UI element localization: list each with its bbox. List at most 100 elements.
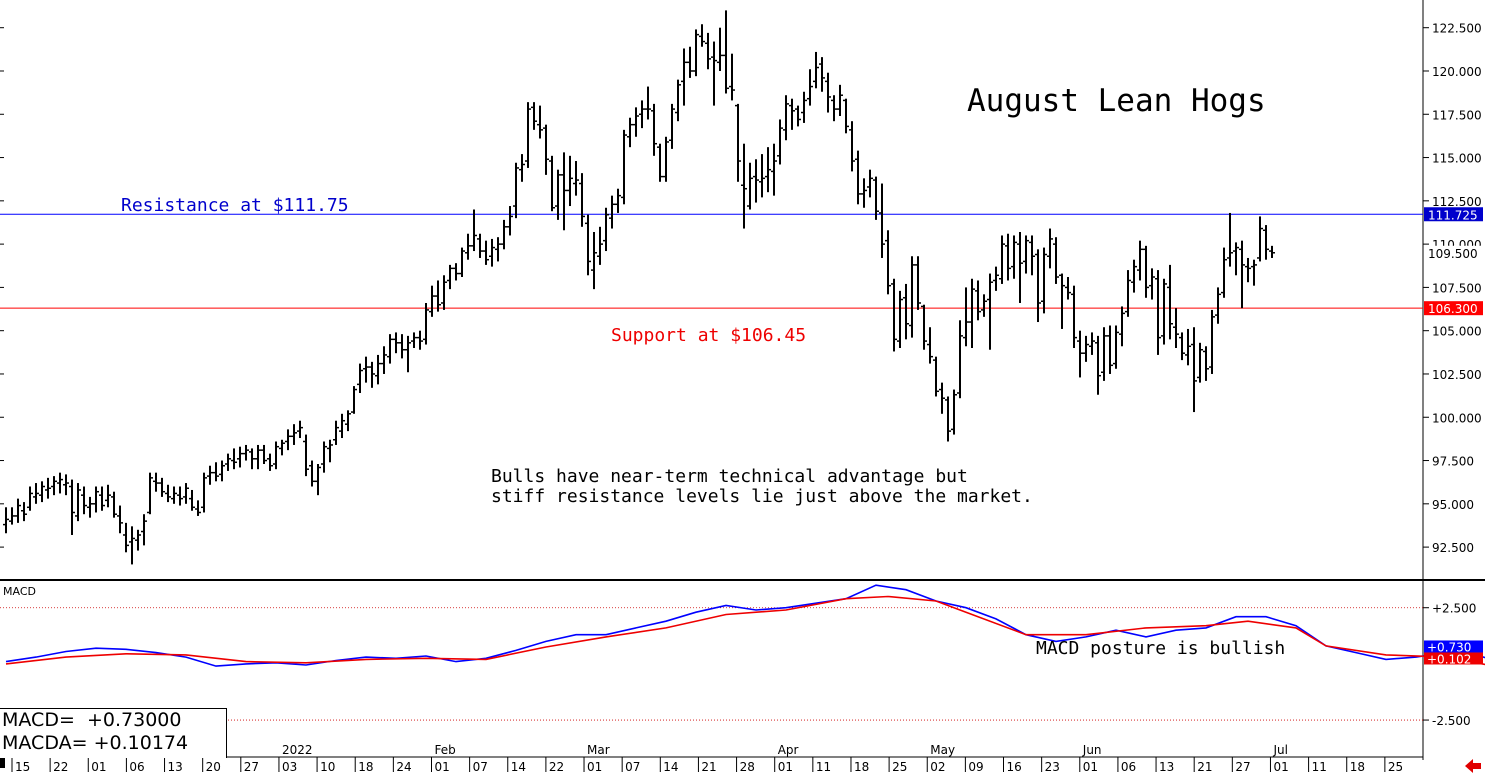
- price-bar: [1101, 327, 1107, 381]
- price-bar: [549, 155, 555, 212]
- price-bar: [765, 147, 771, 193]
- price-bar: [933, 356, 939, 397]
- price-bar: [147, 472, 153, 515]
- price-bar: [297, 420, 303, 439]
- price-bar: [705, 32, 711, 70]
- price-bar: [687, 46, 693, 78]
- price-bar: [465, 233, 471, 260]
- price-bar: [387, 334, 393, 364]
- price-value-tags: 111.725 109.500 106.300: [1424, 207, 1483, 316]
- date-label: 02: [930, 760, 945, 774]
- price-bar: [1023, 235, 1029, 274]
- price-bar: [1245, 257, 1251, 283]
- price-bar: [903, 283, 909, 340]
- date-label: 07: [625, 760, 640, 774]
- price-bar: [75, 483, 81, 522]
- price-bar: [1185, 328, 1191, 366]
- date-label: 01: [1273, 760, 1288, 774]
- price-bar: [555, 169, 561, 220]
- price-bar: [255, 444, 261, 470]
- date-label: 01: [434, 760, 449, 774]
- price-bar: [837, 84, 843, 116]
- red-left-arrow-icon[interactable]: [1462, 755, 1484, 777]
- date-axis: 15 22 01 06 13 20 27 03 10 18 24 01 07 14 22 01 07 14 21 28…: [0, 743, 1403, 774]
- price-bar: [435, 280, 441, 312]
- price-bar: [51, 476, 57, 496]
- price-bar: [513, 162, 519, 219]
- macda-tag: +0.102: [1427, 652, 1471, 666]
- price-tick-label: 102.500: [1432, 368, 1482, 382]
- price-bar: [201, 472, 207, 513]
- price-bar: [39, 481, 45, 503]
- macd-tick-label: -2.500: [1432, 714, 1471, 728]
- price-bar: [267, 453, 273, 471]
- price-bar: [825, 72, 831, 113]
- price-bar: [81, 486, 87, 515]
- price-bar: [807, 69, 813, 106]
- price-bar: [843, 98, 849, 134]
- date-label: 27: [1235, 760, 1250, 774]
- date-label: 15: [15, 760, 30, 774]
- price-bar: [489, 238, 495, 267]
- macd-tick-label: +2.500: [1432, 602, 1476, 616]
- price-bar: [159, 477, 165, 497]
- price-bar: [351, 386, 357, 414]
- price-bar: [1251, 259, 1257, 286]
- price-bar: [885, 230, 891, 295]
- last-price-tag-bg: [1424, 245, 1483, 260]
- date-label: 09: [968, 760, 983, 774]
- price-bar: [609, 195, 615, 229]
- macd-series-macda: [5, 595, 1485, 666]
- date-label: 06: [1121, 760, 1136, 774]
- date-label: 11: [816, 760, 831, 774]
- date-label: 11: [1312, 760, 1327, 774]
- price-bar: [207, 465, 213, 485]
- price-bar: [123, 522, 129, 553]
- price-bar: [1041, 247, 1047, 314]
- price-bar: [129, 526, 135, 565]
- price-tick-label: 92.500: [1432, 541, 1474, 555]
- price-bar: [309, 460, 315, 487]
- price-bar: [1137, 240, 1143, 281]
- price-bar: [813, 51, 819, 89]
- price-bar: [15, 498, 21, 523]
- price-bar: [1209, 309, 1215, 374]
- date-label: 01: [1083, 760, 1098, 774]
- price-bar: [1197, 342, 1203, 383]
- price-tick-label: 115.000: [1432, 152, 1482, 166]
- price-tick-label: 122.500: [1432, 22, 1482, 36]
- price-bar: [345, 410, 351, 432]
- price-bar: [33, 483, 39, 504]
- price-bar: [1119, 306, 1125, 347]
- price-bar: [741, 143, 747, 229]
- macd-value-tags: +0.730+0.102: [1424, 640, 1483, 666]
- price-tick-label: 107.500: [1432, 281, 1482, 295]
- price-bar: [99, 486, 105, 511]
- commentary-line-2: stiff resistance levels lie just above t…: [491, 486, 1033, 507]
- resistance-tag: 111.725: [1428, 208, 1478, 222]
- price-tick-label: 112.500: [1432, 195, 1482, 209]
- price-bar: [9, 507, 15, 525]
- price-bar: [675, 79, 681, 122]
- price-bar: [615, 188, 621, 213]
- resistance-tag-bg: [1424, 207, 1483, 222]
- price-bar: [639, 100, 645, 129]
- macd-readout-label: MACD=: [2, 709, 75, 731]
- price-bar: [693, 29, 699, 77]
- price-bar: [651, 103, 657, 156]
- date-label: 10: [320, 760, 335, 774]
- price-bar: [969, 278, 975, 348]
- price-bar: [1233, 242, 1239, 276]
- date-label: 27: [244, 760, 259, 774]
- price-bar: [831, 95, 837, 122]
- price-bar: [447, 264, 453, 290]
- price-bar: [1161, 278, 1167, 345]
- price-bar: [1005, 233, 1011, 281]
- date-label: 22: [53, 760, 68, 774]
- price-bar: [1203, 346, 1209, 381]
- price-bar: [669, 103, 675, 149]
- price-bar: [1179, 332, 1185, 361]
- price-bar: [951, 389, 957, 435]
- commentary-line-1: Bulls have near-term technical advantage…: [491, 466, 968, 487]
- axis-start-marker: [0, 756, 5, 768]
